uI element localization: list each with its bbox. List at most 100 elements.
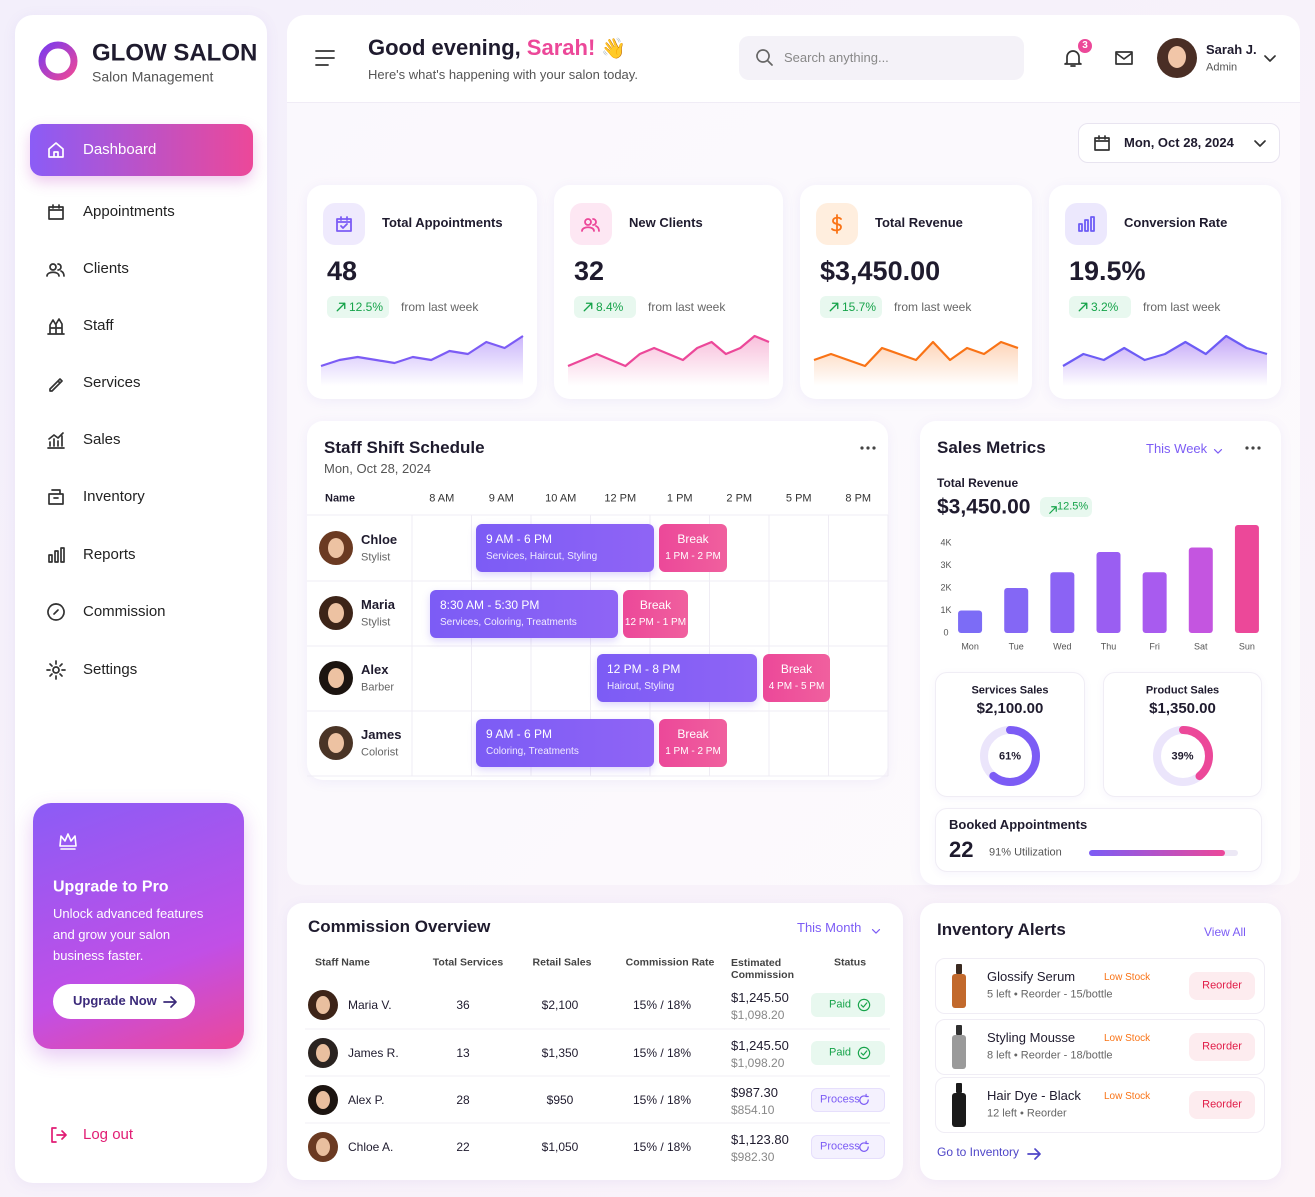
brand-tagline: Salon Management (92, 68, 214, 85)
stat-icon-box (323, 203, 365, 245)
break-label: Break (677, 726, 709, 741)
total-services: 13 (456, 1045, 470, 1060)
search-box[interactable] (739, 36, 1024, 80)
product-detail: 12 left • Reorder (987, 1107, 1067, 1120)
stat-change: 3.2% (1091, 299, 1119, 314)
upgrade-arrow (163, 996, 177, 1008)
staff-avatar (319, 661, 353, 695)
nav-item[interactable]: Clients (83, 260, 129, 277)
status-pill (811, 1041, 885, 1065)
date-picker[interactable] (1078, 123, 1280, 163)
nav-item[interactable]: Services (83, 374, 141, 391)
sparkline (320, 335, 524, 386)
status: Paid (829, 1046, 852, 1059)
y-tick-label: 0 (943, 627, 948, 637)
staff-name: Alex (361, 662, 389, 678)
stat-icon-shape (336, 216, 352, 232)
stock-status: Low Stock (1104, 1091, 1151, 1102)
time-label: 2 PM (726, 492, 753, 505)
stat-icon (1078, 216, 1095, 232)
nav-item[interactable]: Appointments (83, 203, 175, 220)
stock-status: Low Stock (1104, 1033, 1151, 1044)
period-chevron (1213, 449, 1223, 454)
nav-item[interactable]: Reports (83, 546, 136, 563)
reorder-button[interactable] (1189, 1033, 1255, 1061)
bottle-cap (956, 964, 962, 974)
stat-change-arrow-shape (336, 302, 346, 312)
stat-icon (336, 216, 352, 232)
nav-item-active[interactable] (30, 124, 253, 176)
more-menu (860, 446, 876, 450)
period-select[interactable]: This Month (797, 920, 862, 936)
stat-icon-shape (581, 218, 600, 232)
status-icon-shape (859, 1140, 869, 1152)
avatar-face (316, 1091, 330, 1109)
inventory-link[interactable]: Go to Inventory (937, 1144, 1020, 1159)
reorder-label[interactable]: Reorder (1202, 1098, 1242, 1111)
staff-name: Alex P. (348, 1092, 385, 1107)
sales-chart: 0 1K 2K 3K 4K Mon Tue Wed Thu Fri Sat Sun (940, 525, 1259, 651)
status-icon-shape (857, 998, 871, 1012)
nav-icon (49, 378, 63, 392)
nav-item[interactable]: Staff (83, 317, 114, 334)
product-name: Hair Dye - Black (987, 1088, 1081, 1104)
status-icon-shape (859, 1093, 869, 1105)
commission-rate: 15% / 18% (632, 997, 692, 1012)
inventory-link-arrow (1027, 1148, 1041, 1160)
dot (872, 446, 876, 450)
reorder-label[interactable]: Reorder (1202, 979, 1242, 992)
nav-icon-shape (48, 204, 64, 220)
search-placeholder[interactable]: Search anything... (784, 50, 889, 66)
stat-title: Total Revenue (875, 215, 963, 231)
logout[interactable]: Log out (83, 1126, 134, 1143)
schedule-date: Mon, Oct 28, 2024 (324, 461, 431, 477)
break-time: 1 PM - 2 PM (665, 551, 721, 562)
break-label: Break (639, 597, 672, 612)
nav-item[interactable]: Dashboard (83, 141, 157, 158)
user-menu-chevron-shape (1264, 55, 1276, 62)
bottle-body (952, 1035, 966, 1069)
greeting-emoji: 👋 (601, 37, 627, 60)
staff-name: Chloe (361, 532, 398, 548)
avatar-face (316, 1044, 330, 1062)
time-label: 10 AM (545, 492, 577, 505)
nav-item[interactable]: Commission (83, 603, 166, 620)
y-tick-label: 4K (940, 537, 951, 547)
reorder-button[interactable] (1189, 972, 1255, 1000)
stat-value: 19.5% (1069, 255, 1146, 286)
product-image (952, 964, 966, 1008)
estimated-commission: $1,245.50 (731, 990, 789, 1006)
date-label[interactable]: Mon, Oct 28, 2024 (1124, 135, 1234, 151)
nav-icon-shape (47, 432, 65, 449)
stat-change-arrow (1078, 302, 1088, 312)
dot (860, 446, 864, 450)
nav-icon-shape (47, 603, 65, 621)
sparkline (567, 334, 770, 386)
donut-label: 61% (998, 750, 1022, 763)
nav-item[interactable]: Inventory (83, 488, 145, 505)
user-avatar (1157, 38, 1197, 78)
time-label: 8 AM (429, 492, 455, 505)
shift-time: 8:30 AM - 5:30 PM (440, 597, 540, 612)
reorder-button[interactable] (1189, 1091, 1255, 1119)
donut-arc (1152, 726, 1213, 786)
bottle-body (952, 1093, 966, 1127)
sparkline-area (321, 336, 523, 386)
nav-item[interactable]: Sales (83, 431, 121, 448)
upgrade-button-label[interactable]: Upgrade Now (73, 993, 157, 1009)
view-all-link[interactable]: View All (1204, 924, 1246, 939)
period-select[interactable]: This Week (1146, 441, 1208, 457)
nav-item[interactable]: Settings (83, 661, 138, 678)
logout-icon (51, 1127, 67, 1143)
break-block (623, 590, 688, 638)
nav-icon (48, 547, 65, 563)
previous-commission: $982.30 (731, 1149, 775, 1164)
staff-name: James (361, 727, 402, 743)
bar (1004, 588, 1029, 633)
avatar-face (328, 603, 344, 623)
nav-icon (47, 603, 65, 621)
shift-time: 9 AM - 6 PM (486, 531, 553, 546)
booked-title: Booked Appointments (949, 817, 1088, 833)
reorder-label[interactable]: Reorder (1202, 1040, 1242, 1053)
commission-rate: 15% / 18% (632, 1045, 692, 1060)
